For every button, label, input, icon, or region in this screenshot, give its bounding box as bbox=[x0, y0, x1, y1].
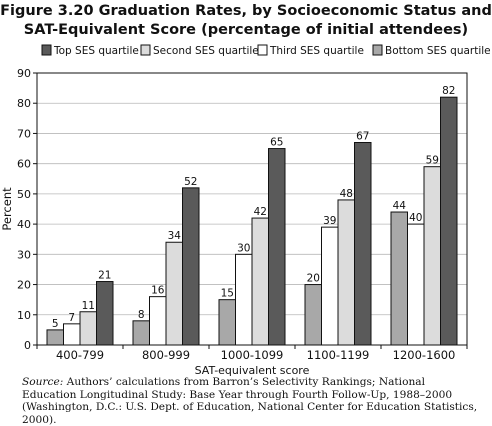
legend-label: Top SES quartile bbox=[53, 45, 139, 57]
bar bbox=[321, 226, 339, 346]
data-label: 59 bbox=[426, 155, 439, 167]
chart-title-line-1: Figure 3.20 Graduation Rates, by Socioec… bbox=[0, 3, 492, 19]
data-label: 11 bbox=[82, 300, 95, 312]
source-label: Source: bbox=[22, 376, 64, 388]
y-tick-label: 30 bbox=[17, 248, 31, 261]
bar bbox=[251, 217, 269, 346]
x-tick-label: 400-799 bbox=[56, 348, 104, 362]
y-tick-label: 70 bbox=[17, 127, 31, 140]
data-label: 20 bbox=[307, 273, 320, 285]
data-label: 8 bbox=[138, 309, 145, 321]
y-tick-label: 90 bbox=[17, 67, 31, 80]
data-label: 34 bbox=[168, 230, 182, 242]
y-tick-label: 40 bbox=[17, 218, 31, 231]
bar bbox=[407, 223, 425, 346]
bar bbox=[79, 311, 97, 346]
bar bbox=[440, 96, 458, 346]
y-tick-label: 20 bbox=[17, 279, 31, 292]
x-axis-label: SAT-equivalent score bbox=[195, 364, 310, 377]
bar bbox=[354, 142, 372, 346]
data-label: 15 bbox=[221, 288, 234, 300]
bar bbox=[390, 211, 408, 346]
data-label: 42 bbox=[254, 206, 267, 218]
data-label: 7 bbox=[68, 312, 75, 324]
legend-label: Bottom SES quartile bbox=[385, 45, 491, 57]
bar bbox=[235, 253, 253, 346]
data-label: 5 bbox=[52, 318, 59, 330]
bar bbox=[96, 281, 114, 346]
bar bbox=[165, 241, 183, 346]
legend-swatch bbox=[41, 44, 52, 56]
bar bbox=[46, 329, 64, 346]
data-label: 30 bbox=[237, 242, 250, 254]
y-tick-label: 60 bbox=[17, 158, 31, 171]
bar bbox=[337, 199, 355, 346]
data-label: 44 bbox=[393, 200, 407, 212]
legend-swatch bbox=[140, 44, 151, 56]
bar bbox=[182, 187, 200, 346]
y-tick-label: 80 bbox=[17, 97, 31, 110]
data-label: 16 bbox=[151, 285, 165, 297]
legend-swatch bbox=[372, 44, 383, 56]
chart-title-line-2: SAT-Equivalent Score (percentage of init… bbox=[23, 22, 469, 38]
source-text: Authors’ calculations from Barron’s Sele… bbox=[22, 376, 478, 426]
source-note: Source: Authors’ calculations from Barro… bbox=[22, 376, 482, 426]
bar bbox=[63, 323, 81, 346]
data-label: 48 bbox=[340, 188, 353, 200]
data-label: 65 bbox=[270, 137, 283, 149]
bar bbox=[132, 320, 150, 346]
y-tick-label: 10 bbox=[17, 309, 31, 322]
bar bbox=[423, 166, 441, 346]
legend-swatch bbox=[257, 44, 268, 56]
data-label: 82 bbox=[442, 85, 455, 97]
bar bbox=[268, 148, 286, 346]
chart-title: Figure 3.20 Graduation Rates, by Socioec… bbox=[0, 2, 492, 40]
y-tick-label: 50 bbox=[17, 188, 31, 201]
bar bbox=[304, 284, 322, 346]
y-tick-label: 0 bbox=[24, 339, 31, 352]
legend-label: Third SES quartile bbox=[269, 45, 364, 57]
bar bbox=[149, 296, 167, 346]
y-axis-label: Percent bbox=[0, 187, 14, 231]
data-label: 21 bbox=[98, 270, 111, 282]
data-label: 52 bbox=[184, 176, 197, 188]
x-tick-label: 1100-1199 bbox=[307, 348, 370, 362]
data-label: 67 bbox=[356, 131, 369, 143]
data-label: 40 bbox=[409, 212, 422, 224]
legend-label: Second SES quartile bbox=[153, 45, 259, 57]
x-tick-label: 1200-1600 bbox=[393, 348, 456, 362]
plot-frame bbox=[36, 72, 468, 346]
x-tick-label: 1000-1099 bbox=[221, 348, 284, 362]
bar bbox=[218, 299, 236, 346]
x-tick-label: 800-999 bbox=[142, 348, 190, 362]
data-label: 39 bbox=[323, 215, 336, 227]
